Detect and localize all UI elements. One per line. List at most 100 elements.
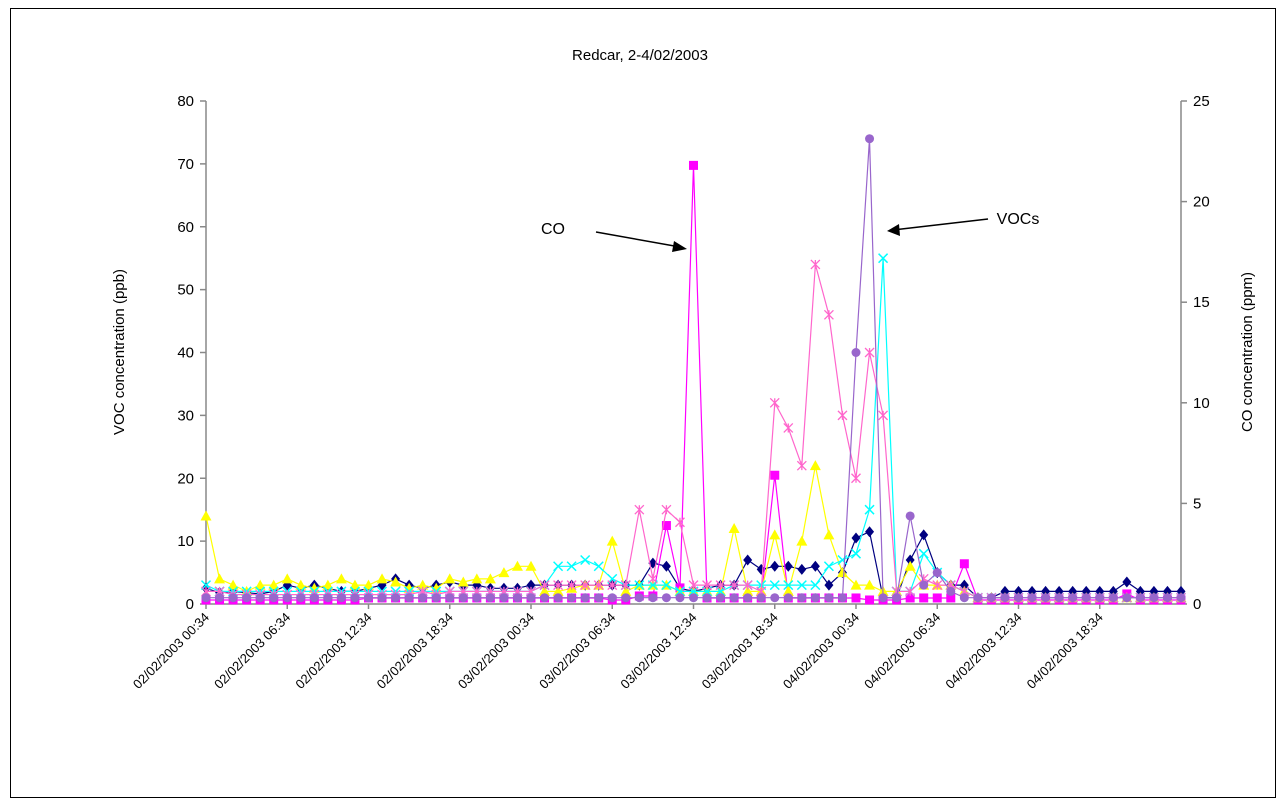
data-point xyxy=(743,593,753,603)
x-tick-label: 03/02/2003 06:34 xyxy=(536,610,618,692)
data-point xyxy=(553,593,563,603)
annotation-co: CO xyxy=(541,221,687,252)
data-point xyxy=(783,422,794,433)
data-point xyxy=(390,576,402,587)
data-point xyxy=(1122,593,1132,603)
data-point xyxy=(553,580,564,591)
series-line xyxy=(206,138,1181,599)
series-line xyxy=(205,258,1181,599)
data-point xyxy=(770,470,780,480)
data-point xyxy=(837,410,848,421)
left-axis-ticks: 0 10 20 30 40 50 60 70 80 xyxy=(177,93,206,613)
data-point xyxy=(1162,593,1172,603)
data-point xyxy=(281,573,293,584)
data-point xyxy=(729,593,739,603)
data-point xyxy=(837,593,847,603)
data-point xyxy=(458,593,468,603)
data-point xyxy=(729,580,740,591)
left-tick-label: 10 xyxy=(177,533,194,550)
data-point xyxy=(228,593,238,603)
data-point xyxy=(824,593,834,603)
data-point xyxy=(323,593,333,603)
chart-title: Redcar, 2-4/02/2003 xyxy=(572,47,708,64)
data-point xyxy=(457,576,469,587)
data-point xyxy=(742,585,754,596)
x-tick-label: 04/02/2003 06:34 xyxy=(861,610,943,692)
data-point xyxy=(864,504,875,515)
data-point xyxy=(878,410,889,421)
series-6 xyxy=(201,134,1186,603)
data-point xyxy=(932,580,943,591)
data-point xyxy=(986,593,996,603)
data-point xyxy=(471,573,483,584)
data-point xyxy=(539,585,551,596)
data-point xyxy=(864,347,875,358)
data-point xyxy=(1014,593,1023,603)
data-point xyxy=(783,560,793,572)
data-point xyxy=(499,593,509,603)
data-point xyxy=(404,593,414,603)
data-point xyxy=(743,554,753,566)
data-point xyxy=(335,573,347,584)
data-point xyxy=(770,560,780,572)
data-point xyxy=(851,473,861,484)
data-point xyxy=(364,593,373,603)
data-point xyxy=(445,593,455,603)
data-point xyxy=(797,593,807,603)
data-point xyxy=(1095,593,1105,603)
data-point xyxy=(836,567,848,578)
data-point xyxy=(391,593,401,603)
left-tick-label: 50 xyxy=(177,282,194,299)
data-point xyxy=(823,309,834,320)
left-tick-label: 0 xyxy=(186,596,194,613)
annotation-vocs-arrow xyxy=(892,218,989,231)
data-point xyxy=(661,521,671,531)
data-point xyxy=(851,348,861,357)
right-tick-label: 25 xyxy=(1193,93,1210,110)
left-tick-label: 20 xyxy=(177,470,194,487)
right-axis-ticks: 0 5 10 15 20 25 xyxy=(1181,93,1210,613)
data-point xyxy=(295,579,307,590)
data-point xyxy=(336,593,346,603)
x-tick-label: 02/02/2003 06:34 xyxy=(211,610,293,692)
series-line xyxy=(205,465,1181,599)
data-point xyxy=(376,573,388,584)
data-point xyxy=(946,586,956,596)
data-point xyxy=(932,568,942,578)
data-point xyxy=(580,580,591,591)
data-point xyxy=(850,579,862,590)
data-point xyxy=(512,593,522,603)
data-point xyxy=(769,580,780,591)
x-tick-label: 04/02/2003 18:34 xyxy=(1024,610,1106,692)
data-point xyxy=(418,593,428,603)
data-point xyxy=(539,580,550,591)
data-point xyxy=(472,593,482,603)
y-axis-label-right: CO concentration (ppm) xyxy=(1239,272,1256,432)
data-point xyxy=(675,593,685,603)
data-point xyxy=(227,579,239,590)
annotation-co-arrow xyxy=(595,231,681,248)
data-point xyxy=(716,593,726,603)
data-point xyxy=(511,560,523,571)
right-tick-label: 0 xyxy=(1193,596,1201,613)
series-4 xyxy=(200,253,1187,603)
right-tick-label: 10 xyxy=(1193,395,1210,412)
data-point xyxy=(552,585,564,596)
data-point xyxy=(932,593,942,603)
x-tick-label: 03/02/2003 12:34 xyxy=(617,610,699,692)
data-point xyxy=(200,510,212,521)
data-point xyxy=(580,593,590,603)
data-point xyxy=(567,593,577,603)
data-point xyxy=(621,593,631,603)
data-point xyxy=(810,580,821,591)
data-point xyxy=(1068,593,1078,603)
data-point xyxy=(905,554,915,566)
data-point xyxy=(661,580,672,591)
data-point xyxy=(905,511,915,521)
data-point xyxy=(796,535,808,546)
right-tick-label: 5 xyxy=(1193,495,1201,512)
left-tick-label: 40 xyxy=(177,345,194,362)
data-point xyxy=(1027,593,1037,603)
data-point xyxy=(797,563,807,575)
data-point xyxy=(255,593,265,603)
